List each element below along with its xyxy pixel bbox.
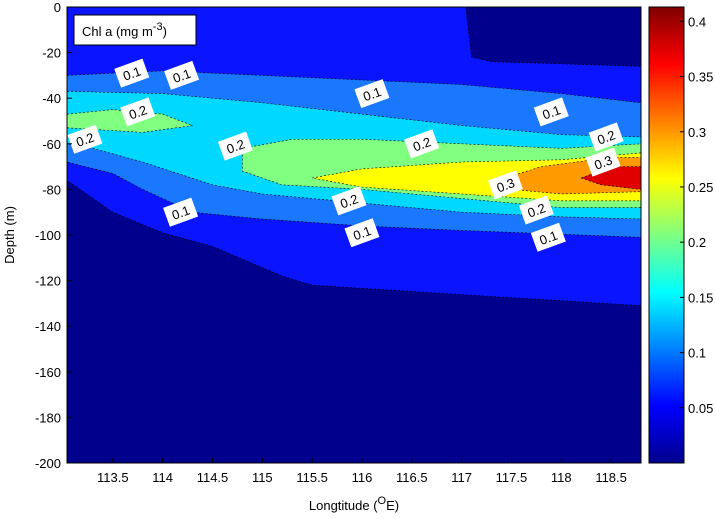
contour-label: 0.1 (344, 218, 380, 248)
contour-group: 0.1 0.1 0.1 0.1 0.1 0.1 0.1 0.2 0.2 0.2 0.2 0.2 0.2 0… (67, 7, 641, 306)
contour-label-text: 0.1 (537, 228, 559, 248)
contour-label-text: 0.1 (171, 66, 193, 86)
contour-label: 0.2 (404, 129, 440, 159)
contour-label-box (354, 79, 390, 109)
x-tick-label: 117 (451, 470, 472, 485)
contour-label-text: 0.1 (351, 223, 373, 243)
x-tick-label: 118.5 (595, 470, 627, 485)
colorbar-tick-label: 0.4 (688, 14, 706, 29)
contour-label: 0.2 (588, 122, 624, 152)
contour-label: 0.1 (114, 58, 150, 88)
contour-label-text: 0.3 (495, 175, 517, 195)
contour-label-text: 0.2 (74, 130, 96, 150)
contour-label: 0.2 (518, 195, 554, 225)
colorbar-tick-label: 0.05 (688, 401, 713, 416)
y-tick-label: -20 (42, 46, 61, 61)
contour-label-text: 0.1 (361, 84, 383, 104)
contour-label-text: 0.2 (127, 102, 149, 122)
colorbar-tick-label: 0.1 (688, 346, 706, 361)
contour-label: 0.2 (67, 124, 103, 154)
colorbar-tick-label: 0.3 (688, 125, 706, 140)
annotation: Chl a (mg m-3) (82, 21, 167, 39)
y-tick-label: -120 (35, 274, 61, 289)
colorbar-tick-label: 0.15 (688, 290, 713, 305)
x-tick-label: 114.5 (197, 470, 229, 485)
contour-label: 0.1 (163, 197, 199, 227)
x-tick-label: 117.5 (496, 470, 528, 485)
contour-label: 0.1 (530, 222, 566, 252)
y-tick-label: -100 (35, 228, 61, 243)
contour-label-text: 0.2 (525, 200, 547, 220)
contour-label-box (404, 129, 440, 159)
colorbar-tick-label: 0.2 (688, 235, 706, 250)
contour-label-text: 0.2 (411, 134, 433, 154)
x-axis-label: Longtitude (OE) (309, 495, 399, 513)
contour-label-box (487, 170, 523, 200)
contour-label-box (120, 97, 156, 127)
colorbar-tick-label: 0.35 (688, 70, 713, 85)
contour-label-text: 0.1 (121, 63, 143, 83)
x-tick-label: 116 (352, 470, 373, 485)
x-tick-label: 118 (551, 470, 572, 485)
y-tick-label: -60 (42, 137, 61, 152)
contour-label: 0.3 (487, 170, 523, 200)
y-tick-label: -140 (35, 319, 61, 334)
contour-label-text: 0.1 (540, 102, 562, 122)
contour-label-box (164, 60, 200, 90)
contour-label-box (585, 147, 621, 177)
contour-label-box (67, 124, 103, 154)
contour-label-text: 0.3 (592, 152, 614, 172)
contour-label: 0.1 (354, 79, 390, 109)
y-tick-label: 0 (54, 0, 61, 15)
annotation-suffix: ) (163, 24, 167, 39)
x-tick-label: 113.5 (97, 470, 129, 485)
contour-label-box (530, 222, 566, 252)
y-tick-label: -80 (42, 182, 61, 197)
contour-label-box (344, 218, 380, 248)
contour-label-text: 0.2 (338, 191, 360, 211)
contour-label: 0.3 (585, 147, 621, 177)
annotation-box (73, 14, 197, 46)
colorbar-tick-label: 0.25 (688, 180, 713, 195)
contour-label: 0.1 (164, 60, 200, 90)
y-tick-label: -200 (35, 456, 61, 471)
contour-label-box (217, 131, 253, 161)
x-tick-label: 116.5 (396, 470, 428, 485)
contour-label-box (163, 197, 199, 227)
annotation-sup: -3 (153, 21, 163, 33)
contour-label-box (518, 195, 554, 225)
y-tick-label: -160 (35, 365, 61, 380)
contour-label-text: 0.2 (595, 127, 617, 147)
contour-label-box (114, 58, 150, 88)
x-axis-label-suffix: E) (386, 498, 399, 513)
x-tick-label: 115.5 (296, 470, 328, 485)
x-axis-label-sup: O (378, 495, 387, 507)
colorbar (648, 6, 685, 464)
contour-label: 0.1 (533, 97, 569, 127)
contour-label: 0.2 (120, 97, 156, 127)
y-tick-label: -40 (42, 91, 61, 106)
x-axis-label-text: Longtitude ( (309, 498, 378, 513)
contour-label-box (331, 186, 367, 216)
contour-label: 0.2 (331, 186, 367, 216)
y-tick-label: -180 (35, 410, 61, 425)
y-axis-label: Depth (m) (2, 206, 17, 264)
contour-label-text: 0.1 (170, 203, 192, 223)
contour-label-text: 0.2 (225, 136, 247, 156)
x-tick-label: 115 (252, 470, 273, 485)
x-tick-label: 114 (152, 470, 173, 485)
contour-label-box (588, 122, 624, 152)
contour-label-box (533, 97, 569, 127)
contour-label: 0.2 (217, 131, 253, 161)
annotation-text: Chl a (mg m (82, 24, 153, 39)
